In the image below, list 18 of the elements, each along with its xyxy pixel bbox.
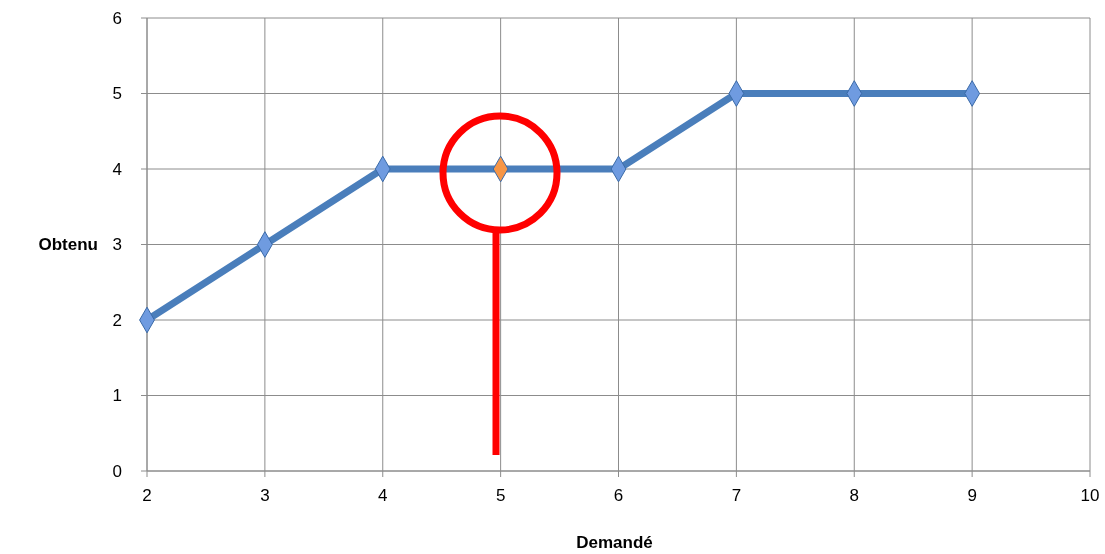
x-tick-label: 3 xyxy=(260,486,270,505)
y-tick-label: 1 xyxy=(112,386,122,406)
y-tick-label: 6 xyxy=(112,8,122,28)
x-tick-label: 7 xyxy=(731,486,742,505)
y-tick-label: 3 xyxy=(112,235,122,255)
y-tick-label: 0 xyxy=(112,461,122,481)
x-tick-label: 5 xyxy=(495,486,506,505)
y-tick-label: 5 xyxy=(112,84,122,104)
x-tick-label: 4 xyxy=(378,486,388,505)
x-tick-label: 10 xyxy=(1080,486,1100,505)
x-tick-label: 9 xyxy=(967,486,977,505)
y-tick-label: 4 xyxy=(112,159,122,179)
y-axis-title: Obtenu xyxy=(38,235,98,255)
y-tick-label: 2 xyxy=(112,310,122,330)
x-axis-title: Demandé xyxy=(576,533,653,552)
x-tick-label: 8 xyxy=(849,486,859,505)
x-tick-label: 6 xyxy=(613,486,624,505)
x-tick-label: 2 xyxy=(142,486,152,505)
